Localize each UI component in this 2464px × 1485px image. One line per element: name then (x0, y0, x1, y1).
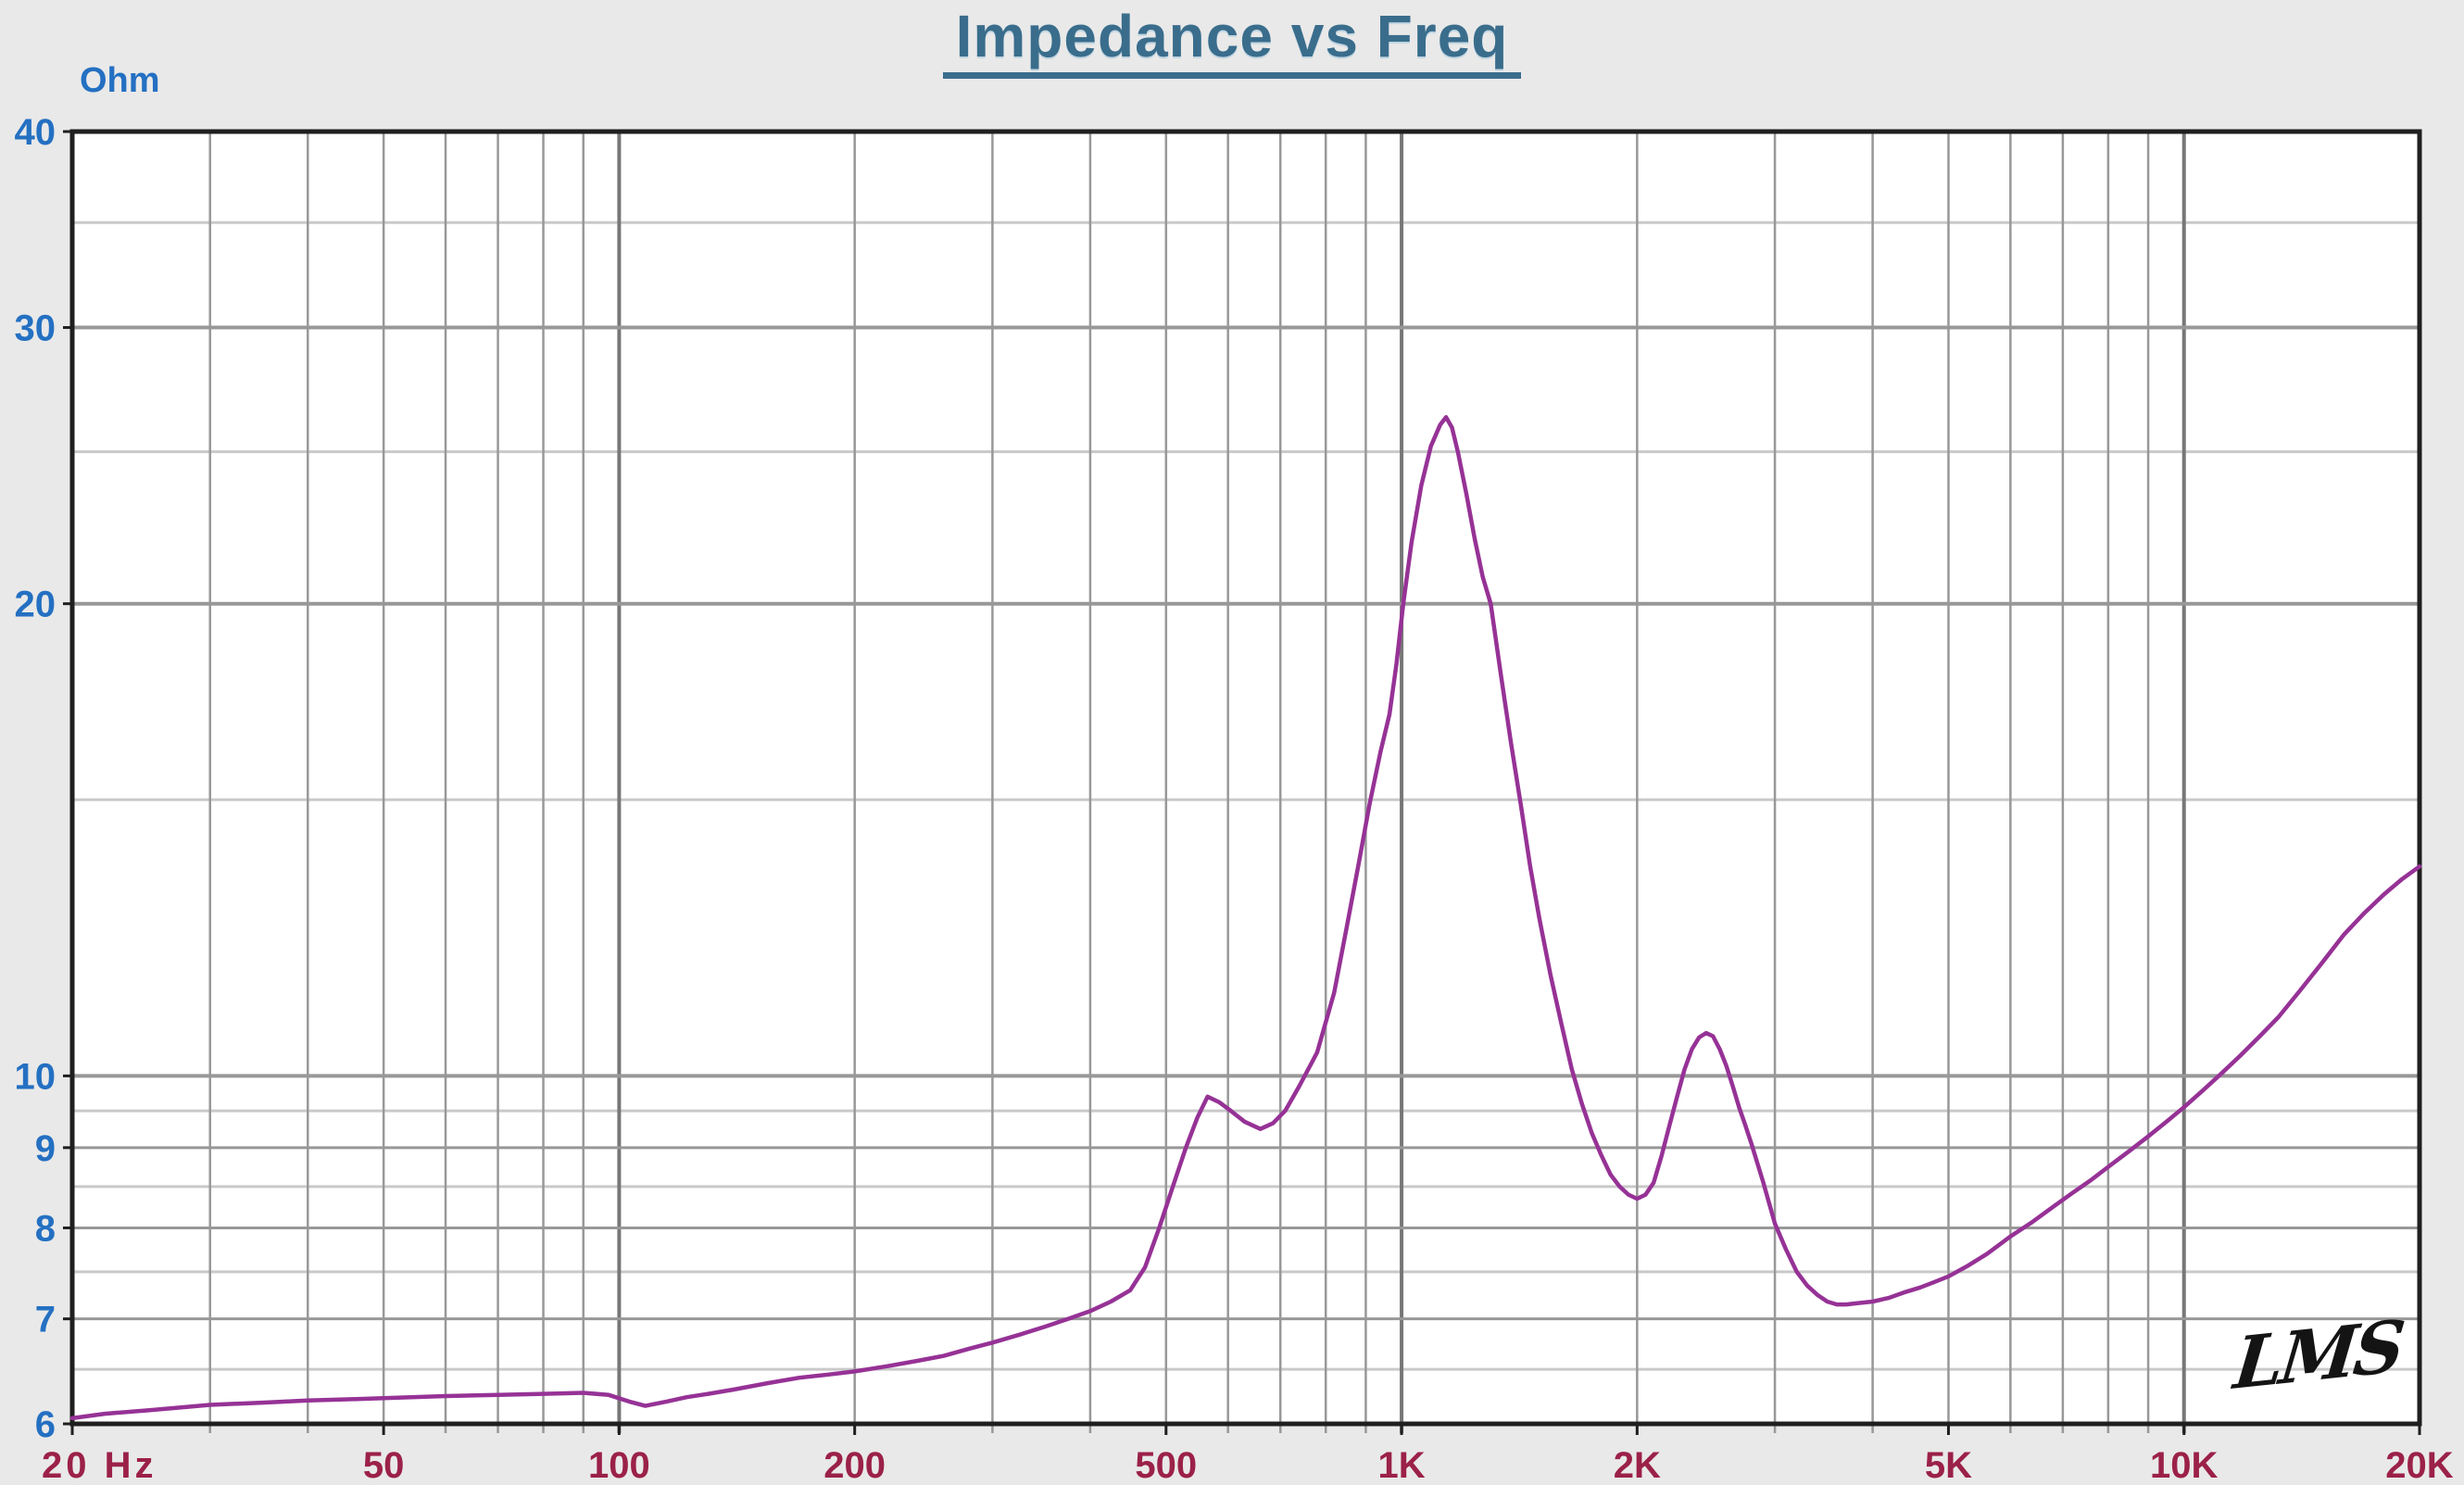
impedance-curve (69, 415, 2422, 1421)
y-tick-label: 20 (15, 585, 57, 625)
plot-area (72, 132, 2420, 1424)
x-tick-label: 20 Hz (42, 1445, 157, 1485)
y-tick-label: 9 (35, 1128, 56, 1169)
y-tick-label: 6 (35, 1404, 56, 1445)
x-tick-label: 2K (1614, 1445, 1661, 1485)
plot-border (69, 129, 2422, 1427)
y-tick-label: 7 (35, 1300, 56, 1340)
x-tick-label: 200 (823, 1445, 886, 1485)
x-tick-label: 20K (2385, 1445, 2453, 1485)
x-tick-label: 100 (588, 1445, 650, 1485)
y-tick-label: 8 (35, 1208, 56, 1249)
x-tick-label: 1K (1377, 1445, 1425, 1485)
y-tick-label: 30 (15, 308, 57, 349)
x-tick-label: 10K (2150, 1445, 2218, 1485)
chart-title: Impedance vs Freq (942, 0, 1522, 79)
y-tick-label: 10 (15, 1056, 57, 1097)
x-tick-label: 500 (1135, 1445, 1197, 1485)
x-tick-label: 5K (1925, 1445, 1972, 1485)
y-tick-label: 40 (15, 112, 57, 153)
title-wrap: Impedance vs Freq (0, 0, 2464, 79)
y-axis-unit-label: Ohm (80, 61, 160, 100)
x-tick-label: 50 (363, 1445, 405, 1485)
